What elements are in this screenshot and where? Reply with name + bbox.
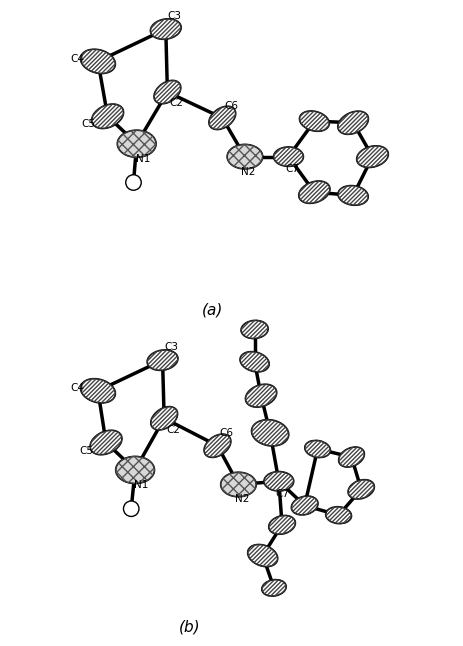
Text: C4: C4 (70, 54, 84, 64)
Text: C6: C6 (219, 428, 233, 439)
Ellipse shape (241, 320, 268, 339)
Ellipse shape (337, 111, 368, 134)
Text: C4: C4 (70, 383, 84, 393)
Ellipse shape (204, 434, 231, 457)
Ellipse shape (123, 501, 139, 517)
Ellipse shape (325, 506, 351, 524)
Text: C3: C3 (164, 342, 178, 351)
Ellipse shape (304, 441, 330, 457)
Ellipse shape (299, 111, 329, 131)
Ellipse shape (220, 472, 256, 497)
Ellipse shape (227, 144, 262, 169)
Ellipse shape (147, 350, 177, 370)
Ellipse shape (338, 447, 363, 467)
Text: C6: C6 (224, 101, 238, 110)
Ellipse shape (268, 516, 295, 534)
Text: C5: C5 (80, 446, 94, 455)
Ellipse shape (117, 130, 156, 157)
Text: C7: C7 (275, 488, 289, 499)
Ellipse shape (263, 472, 293, 491)
Text: C3: C3 (168, 10, 181, 21)
Ellipse shape (90, 430, 122, 455)
Text: C5: C5 (81, 120, 95, 129)
Ellipse shape (150, 19, 181, 39)
Text: C7: C7 (285, 164, 299, 174)
Ellipse shape (81, 49, 115, 74)
Text: C2: C2 (166, 424, 180, 435)
Ellipse shape (291, 496, 317, 515)
Ellipse shape (92, 104, 123, 129)
Ellipse shape (115, 456, 154, 483)
Ellipse shape (338, 185, 368, 205)
Ellipse shape (245, 384, 276, 407)
Ellipse shape (208, 106, 235, 130)
Ellipse shape (298, 181, 329, 203)
Ellipse shape (347, 480, 374, 499)
Text: N1: N1 (134, 480, 149, 490)
Text: (b): (b) (179, 619, 200, 634)
Text: (a): (a) (201, 302, 223, 318)
Ellipse shape (154, 80, 181, 104)
Ellipse shape (251, 420, 288, 446)
Ellipse shape (247, 545, 277, 567)
Text: N1: N1 (136, 154, 150, 163)
Ellipse shape (356, 146, 388, 167)
Ellipse shape (125, 174, 141, 190)
Ellipse shape (150, 406, 177, 430)
Text: C2: C2 (169, 98, 183, 109)
Ellipse shape (273, 147, 303, 166)
Text: N2: N2 (234, 494, 248, 505)
Ellipse shape (239, 351, 269, 372)
Text: N2: N2 (240, 167, 255, 176)
Ellipse shape (261, 579, 286, 596)
Ellipse shape (81, 379, 115, 403)
